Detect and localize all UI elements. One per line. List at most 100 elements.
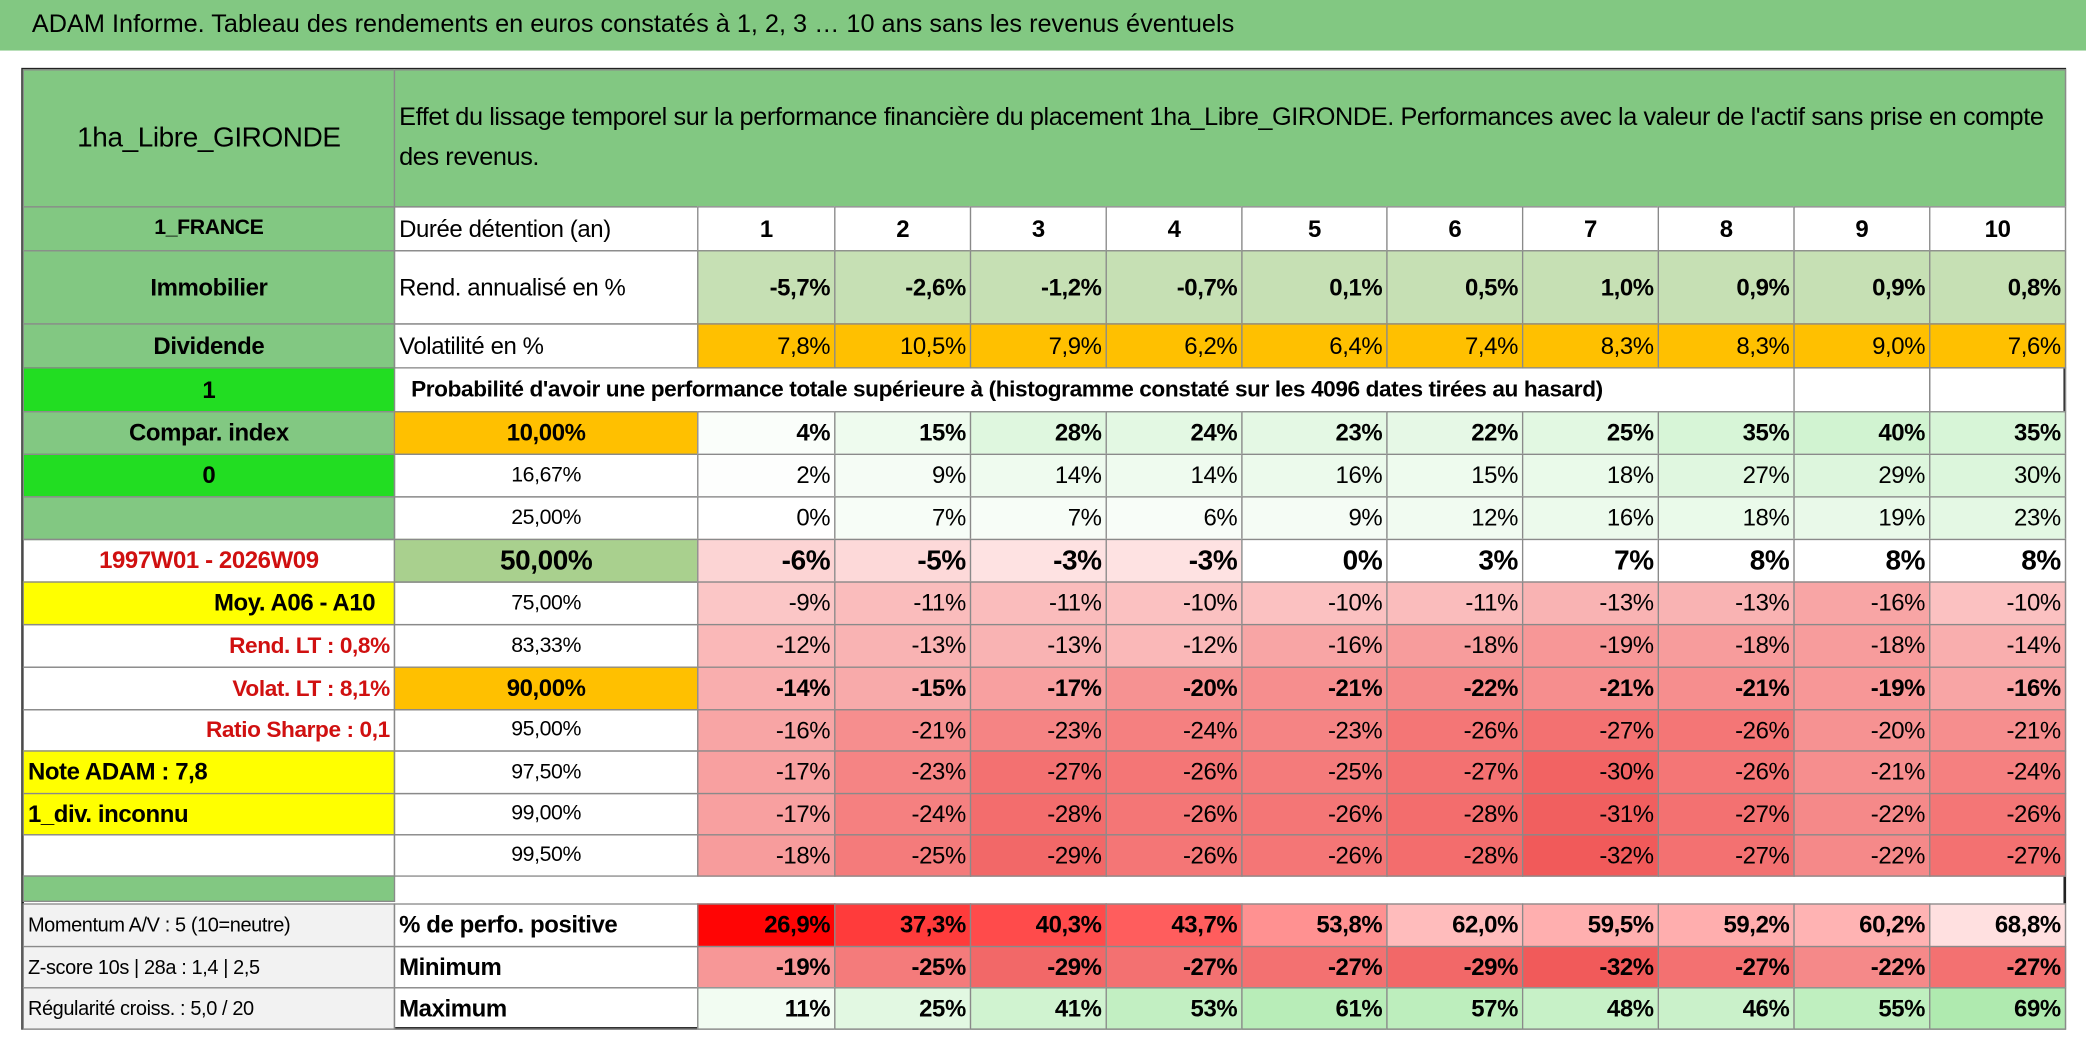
value-cell: 7,9%: [969, 323, 1107, 369]
value-cell: -15%: [834, 666, 972, 711]
row-header: 1997W01 - 2026W09: [22, 538, 396, 583]
value-cell: 23%: [1241, 411, 1388, 455]
value-cell: -19%: [1793, 666, 1931, 711]
row-label: Durée détention (an): [393, 206, 699, 252]
value-cell: 40%: [1793, 411, 1931, 455]
row-label: 75,00%: [393, 581, 699, 626]
row-header: Compar. index: [22, 411, 396, 455]
value-cell: 5: [1241, 206, 1388, 252]
value-cell: -16%: [1929, 666, 2067, 711]
value-cell: -24%: [1929, 750, 2067, 795]
value-cell: 35%: [1929, 411, 2067, 455]
value-cell: -26%: [1929, 792, 2067, 836]
value-cell: 43,7%: [1105, 903, 1243, 948]
value-cell: 48%: [1521, 987, 1660, 1030]
value-cell: -13%: [834, 623, 972, 668]
value-cell: -17%: [697, 750, 836, 795]
row-header: Rend. LT : 0,8%: [22, 623, 396, 668]
value-cell: 15%: [1386, 453, 1524, 498]
row-header: Ratio Sharpe : 0,1: [22, 709, 396, 752]
row-label: Maximum: [393, 987, 699, 1030]
value-cell: 59,2%: [1657, 903, 1795, 948]
value-cell: 9%: [834, 453, 972, 498]
value-cell: -23%: [969, 709, 1107, 752]
title: ADAM Informe. Tableau des rendements en …: [31, 10, 1235, 39]
value-cell: 3%: [1386, 538, 1524, 583]
value-cell: 40,3%: [969, 903, 1107, 948]
value-cell: -0,7%: [1105, 250, 1243, 325]
row-header: Volat. LT : 8,1%: [22, 666, 396, 711]
value-cell: -32%: [1521, 834, 1660, 877]
row-header: 1_div. inconnu: [22, 792, 396, 836]
row-header: Z-score 10s | 28a : 1,4 | 2,5: [22, 945, 396, 989]
value-cell: -30%: [1521, 750, 1660, 795]
value-cell: 10,5%: [834, 323, 972, 369]
value-cell: -26%: [1105, 792, 1243, 836]
value-cell: -21%: [1929, 709, 2067, 752]
value-cell: -25%: [834, 945, 972, 989]
value-cell: 0,1%: [1241, 250, 1388, 325]
value-cell: 24%: [1105, 411, 1243, 455]
value-cell: 8,3%: [1657, 323, 1795, 369]
row-label: 10,00%: [393, 411, 699, 455]
value-cell: 0%: [697, 496, 836, 541]
value-cell: -29%: [1386, 945, 1524, 989]
value-cell: -27%: [1657, 834, 1795, 877]
value-cell: 37,3%: [834, 903, 972, 948]
value-cell: 53,8%: [1241, 903, 1388, 948]
value-cell: -24%: [1105, 709, 1243, 752]
value-cell: -27%: [1521, 709, 1660, 752]
value-cell: 7: [1521, 206, 1660, 252]
value-cell: -17%: [697, 792, 836, 836]
value-cell: -17%: [969, 666, 1107, 711]
value-cell: -3%: [1105, 538, 1243, 583]
value-cell: -21%: [1793, 750, 1931, 795]
value-cell: 53%: [1105, 987, 1243, 1030]
value-cell: 26,9%: [697, 903, 836, 948]
row-header: 0: [22, 453, 396, 498]
row-header: Note ADAM : 7,8: [22, 750, 396, 795]
row-label: 99,00%: [393, 792, 699, 836]
row-header: 1_FRANCE: [22, 206, 396, 252]
value-cell: 0,9%: [1793, 250, 1931, 325]
value-cell: -10%: [1929, 581, 2067, 626]
value-cell: -16%: [697, 709, 836, 752]
value-cell: 16%: [1521, 496, 1660, 541]
row-label: 90,00%: [393, 666, 699, 711]
value-cell: -29%: [969, 834, 1107, 877]
row-label: % de perfo. positive: [393, 903, 699, 948]
value-cell: 2: [834, 206, 972, 252]
value-cell: -18%: [1657, 623, 1795, 668]
value-cell: -18%: [1793, 623, 1931, 668]
value-cell: -27%: [969, 750, 1107, 795]
value-cell: -26%: [1386, 709, 1524, 752]
row-header: Momentum A/V : 5 (10=neutre): [22, 903, 396, 948]
row-label: Minimum: [393, 945, 699, 989]
row-header: Moy. A06 - A10: [22, 581, 396, 626]
value-cell: -23%: [834, 750, 972, 795]
value-cell: 12%: [1386, 496, 1524, 541]
value-cell: 6: [1386, 206, 1524, 252]
value-cell: 10: [1929, 206, 2067, 252]
value-cell: -18%: [1386, 623, 1524, 668]
value-cell: 55%: [1793, 987, 1931, 1030]
value-cell: 23%: [1929, 496, 2067, 541]
value-cell: -11%: [969, 581, 1107, 626]
value-cell: 0,9%: [1657, 250, 1795, 325]
value-cell: -31%: [1521, 792, 1660, 836]
value-cell: 30%: [1929, 453, 2067, 498]
row-header: Régularité croiss. : 5,0 / 20: [22, 987, 396, 1030]
value-cell: 6,4%: [1241, 323, 1388, 369]
row-header: Immobilier: [22, 250, 396, 325]
value-cell: -13%: [1657, 581, 1795, 626]
row-header: [22, 496, 396, 541]
value-cell: 18%: [1521, 453, 1660, 498]
value-cell: -19%: [697, 945, 836, 989]
value-cell: 8%: [1929, 538, 2067, 583]
value-cell: -22%: [1793, 834, 1931, 877]
value-cell: -29%: [969, 945, 1107, 989]
value-cell: -26%: [1657, 750, 1795, 795]
value-cell: 7,8%: [697, 323, 836, 369]
value-cell: 8,3%: [1521, 323, 1660, 369]
